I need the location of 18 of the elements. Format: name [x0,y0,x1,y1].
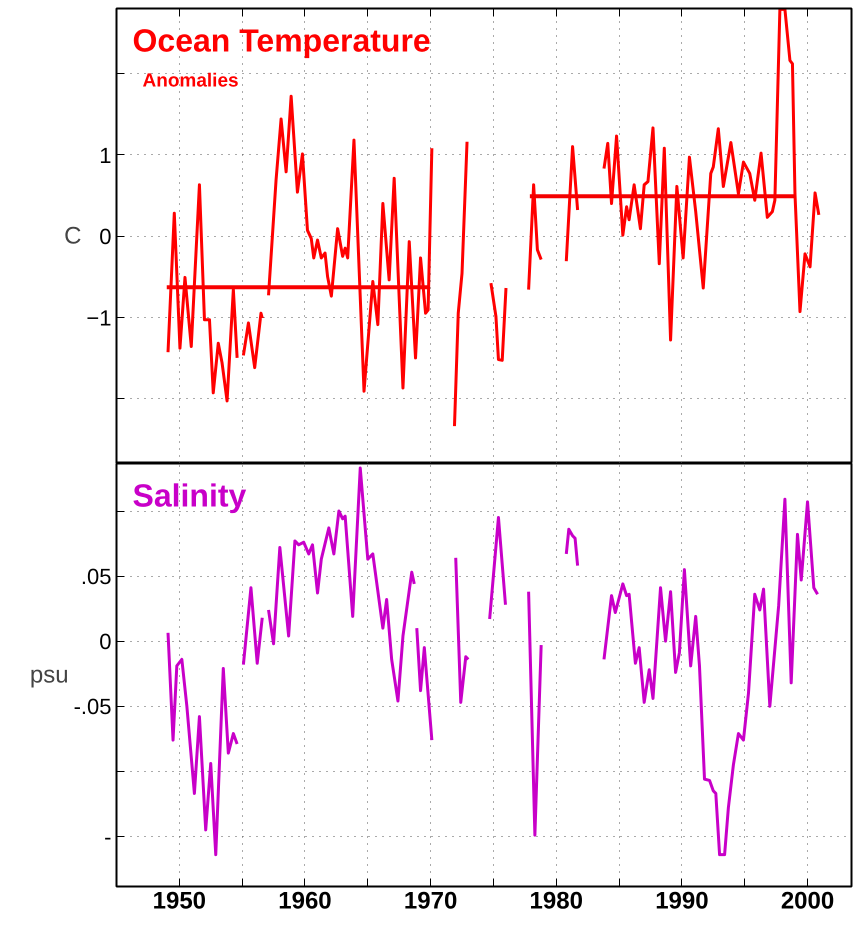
y-tick-label: −1 [86,305,112,330]
y-tick-label: 0 [99,224,112,249]
y-tick-label: .05 [80,564,112,590]
text: Anomalies [142,70,239,92]
x-tick-label: 1990 [655,888,709,914]
x-tick-label: 2000 [780,888,834,914]
y-tick-label: - [104,824,112,850]
y-tick-label: -.05 [74,694,112,720]
y-axis-title: C [64,222,82,250]
chart-title: Salinity [132,478,247,514]
x-tick-label: 1980 [530,888,583,914]
x-tick-label: 1970 [404,888,458,914]
x-tick-label: 1960 [278,888,332,914]
text: Ocean Temperature [132,22,431,58]
y-axis-title: psu [30,662,69,688]
x-tick-label: 1950 [152,888,206,914]
y-tick-label: 0 [99,629,112,654]
y-tick-label: 1 [99,142,112,168]
